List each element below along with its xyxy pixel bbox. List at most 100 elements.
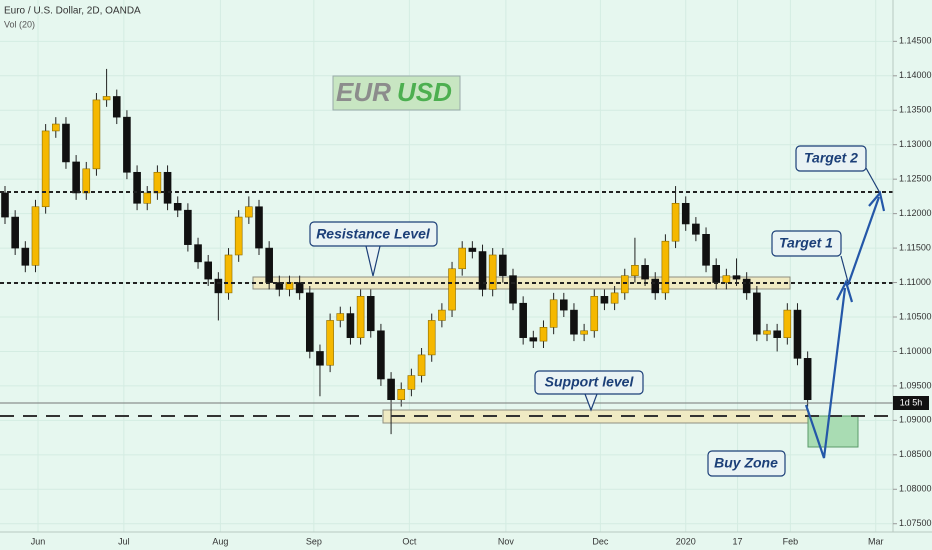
candle-body [407,375,416,390]
buy-zone [807,415,859,448]
candle-body [519,302,527,338]
candle-body [671,202,680,242]
candle-body [458,247,467,270]
candle-body [509,275,517,304]
candle-body [326,320,334,366]
support-pointer [584,393,598,412]
candles [1,68,812,435]
candle-body [427,320,436,356]
resistance-box [309,221,438,247]
x-tick-label: 2020 [676,536,696,546]
volume-label: Vol (20) [4,19,35,29]
support-box [534,370,644,395]
candle-body [133,171,141,204]
candle-body [366,296,375,332]
candle-body [204,261,212,280]
candle-body [72,161,80,194]
chart-title: Euro / U.S. Dollar, 2D, OANDA [4,6,141,17]
candle-body [163,171,172,204]
candle-body [692,223,700,235]
candle-body [651,278,660,294]
candle-body [153,171,162,194]
candle-body [438,309,446,321]
candle-body [214,278,223,294]
candle-body [529,337,538,342]
candle-body [255,206,263,249]
resistance-label: Resistance Level [316,226,431,242]
candle-body [732,275,741,280]
y-tick-label: 1.09000 [899,415,932,425]
target2-label: Target 2 [804,150,858,166]
candle-body [620,275,629,294]
candle-body [610,292,619,304]
candle-body [661,240,670,294]
countdown-label: 1d 5h [900,397,923,407]
candle-body [570,309,578,335]
x-tick-label: Sep [306,536,322,546]
y-tick-label: 1.12500 [899,174,932,184]
support-label: Support level [545,374,635,390]
x-tick-label: Jul [118,536,130,546]
candle-body [580,330,588,335]
candle-body [123,116,131,173]
x-tick-label: Jun [31,536,46,546]
candle-body [488,254,497,290]
logo-base: EUR [336,77,391,107]
candle-body [82,168,91,194]
candle-body [753,292,761,335]
y-tick-label: 1.14000 [899,70,932,80]
candle-body [194,244,202,263]
candle-body [773,330,781,338]
candle-body [478,251,487,290]
candle-body [305,292,314,352]
candle-body [1,192,9,218]
x-tick-label: Feb [783,536,799,546]
candle-body [559,299,568,311]
candle-body [539,327,548,342]
candle-body [377,330,385,380]
candle-body [245,206,253,218]
y-tick-label: 1.13000 [899,139,932,149]
logo-quote: USD [397,77,452,107]
y-tick-label: 1.14500 [899,36,932,46]
candle-body [356,296,365,338]
candle-body [631,265,639,276]
candle-body [275,282,284,290]
resistance-pointer [365,245,381,277]
x-tick-label: 17 [733,536,743,546]
arrow-head-1 [836,279,854,303]
arrow-head-2 [868,190,886,212]
target2-box [795,145,867,172]
candle-body [336,313,345,321]
candle-body [803,358,812,400]
candle-body [763,330,771,335]
y-tick-label: 1.11000 [899,277,931,287]
candle-body [234,216,243,256]
candle-body [722,275,731,283]
buy-zone-box [707,450,786,477]
candle-body [11,216,19,249]
candle-body [702,234,710,266]
y-tick-label: 1.11500 [899,242,931,252]
candle-body [31,206,40,266]
x-tick-label: Dec [592,536,609,546]
y-tick-label: 1.12000 [899,208,932,218]
target1-pointer [840,255,849,283]
candle-body [224,254,233,294]
x-tick-label: Mar [868,536,884,546]
candle-body [448,268,456,311]
candle-body [184,209,192,245]
candle-body [143,192,152,204]
y-tick-label: 1.10000 [899,346,932,356]
candle-body [549,299,558,328]
x-tick-label: Aug [212,536,228,546]
projection-arrow-2 [846,196,881,286]
candle-body [600,296,609,304]
candle-body [783,309,792,338]
candle-body [265,247,273,283]
candle-body [499,254,507,276]
candle-body [387,378,395,400]
y-tick-label: 1.13500 [899,105,932,115]
